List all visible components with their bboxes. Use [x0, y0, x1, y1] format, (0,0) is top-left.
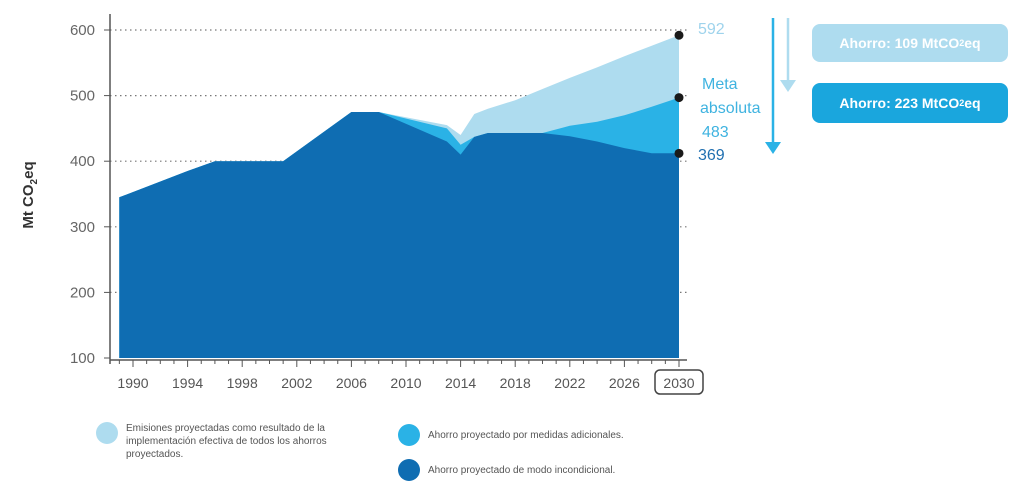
annotation-absoluta: absoluta: [700, 100, 761, 117]
savings-box-223-subscript: 2: [959, 98, 965, 108]
x-tick-label-1998: 1998: [227, 375, 258, 391]
annotation-592: 592: [698, 21, 725, 38]
area-series-3: [119, 112, 680, 358]
end-marker-2: [674, 93, 684, 103]
end-marker-3: [674, 148, 684, 158]
x-tick-label-2006: 2006: [336, 375, 367, 391]
savings-box-109-subscript: 2: [959, 38, 965, 48]
savings-box-109: Ahorro: 109 MtCO 2 eq: [812, 24, 1008, 62]
axes: [109, 14, 687, 367]
y-axis-title-main: Mt CO: [20, 184, 37, 228]
x-tick-label-1994: 1994: [172, 375, 203, 391]
savings-box-223-suffix: eq: [964, 95, 981, 111]
legend-label-additional-measures: Ahorro proyectado por medidas adicionale…: [428, 430, 624, 441]
y-tick-label-500: 500: [70, 88, 95, 105]
legend-item-projected-emissions: Emisiones proyectadas como resultado de …: [96, 422, 386, 461]
savings-arrows: [765, 18, 796, 154]
x-tick-labels: 1990 1994 1998 2002 2006 2010 2014 2018 2022 2026…: [117, 369, 704, 395]
y-tick-labels: 100 200 300 400 500 600: [70, 22, 110, 367]
x-tick-label-2002: 2002: [281, 375, 312, 391]
x-tick-label-2026: 2026: [609, 375, 640, 391]
y-axis-title-subscript: 2: [29, 178, 40, 184]
value-markers: [674, 30, 684, 158]
arrow-109-head: [780, 80, 796, 92]
legend-swatch-medium: [398, 424, 420, 446]
savings-box-223: Ahorro: 223 MtCO 2 eq: [812, 83, 1008, 123]
savings-box-223-prefix: Ahorro: 223 MtCO: [839, 95, 960, 111]
legend-item-unconditional: Ahorro proyectado de modo incondicional.: [398, 459, 698, 481]
legend-swatch-dark: [398, 459, 420, 481]
arrow-223-head: [765, 142, 781, 154]
y-tick-label-600: 600: [70, 22, 95, 39]
annotation-483: 483: [702, 124, 729, 141]
x-tick-highlight-box: [654, 369, 704, 395]
y-tick-label-400: 400: [70, 153, 95, 170]
x-tick-label-2030: 2030: [663, 375, 694, 391]
y-tick-label-100: 100: [70, 350, 95, 367]
end-marker-1: [674, 30, 684, 40]
legend-label-unconditional: Ahorro proyectado de modo incondicional.: [428, 465, 616, 476]
y-tick-label-200: 200: [70, 284, 95, 301]
x-tick-label-2022: 2022: [554, 375, 585, 391]
y-axis-title: Mt CO2eq: [20, 161, 40, 228]
annotation-meta: Meta: [702, 76, 738, 93]
annotation-369: 369: [698, 147, 725, 164]
x-tick-label-2014: 2014: [445, 375, 476, 391]
savings-box-109-prefix: Ahorro: 109 MtCO: [839, 35, 960, 51]
legend-label-projected-emissions: Emisiones proyectadas como resultado de …: [126, 423, 327, 460]
y-axis-title-unit: eq: [20, 161, 37, 179]
x-tick-label-1990: 1990: [117, 375, 148, 391]
x-tick-label-2018: 2018: [500, 375, 531, 391]
legend-item-additional-measures: Ahorro proyectado por medidas adicionale…: [398, 424, 698, 446]
savings-box-109-suffix: eq: [964, 35, 981, 51]
legend-swatch-light: [96, 422, 118, 444]
x-tick-label-2010: 2010: [390, 375, 421, 391]
y-tick-label-300: 300: [70, 219, 95, 236]
area-series: [119, 35, 680, 358]
